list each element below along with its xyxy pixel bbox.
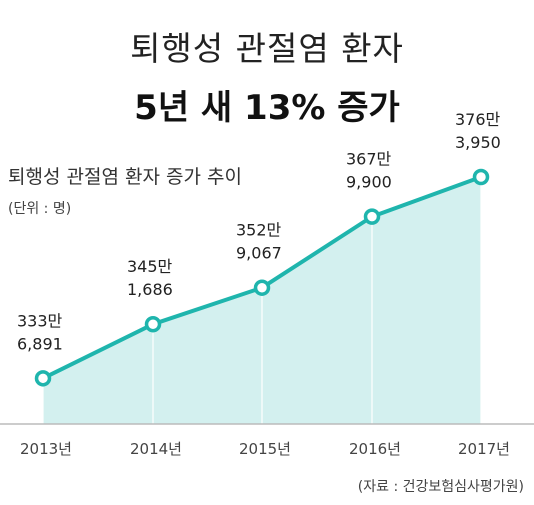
data-label-1-0: 345만: [127, 257, 173, 276]
headline-line-1: 퇴행성 관절염 환자: [130, 29, 404, 68]
data-point-3: [363, 208, 381, 225]
data-label-3-0: 367만: [346, 150, 392, 169]
data-label-2-1: 9,067: [236, 244, 282, 263]
data-label-2-0: 352만: [236, 221, 282, 240]
x-tick-label-4: 2017년: [458, 440, 510, 458]
source-note: (자료 : 건강보험심사평가원): [357, 479, 524, 495]
data-point-1: [144, 315, 162, 333]
x-tick-label-3: 2016년: [349, 440, 401, 458]
data-label-1-1: 1,686: [127, 280, 173, 299]
data-label-0-1: 6,891: [17, 334, 63, 353]
data-point-2: [253, 279, 271, 296]
data-label-0-0: 333만: [17, 311, 63, 330]
data-label-4-1: 3,950: [455, 133, 501, 152]
x-tick-label-2: 2015년: [239, 440, 291, 458]
chart-title: 퇴행성 관절염 환자 증가 추이: [8, 166, 242, 188]
x-tick-label-1: 2014년: [130, 440, 182, 458]
x-tick-label-0: 2013년: [20, 440, 72, 458]
headline-line-2: 5년 새 13% 증가: [134, 88, 400, 128]
data-point-4: [472, 168, 490, 186]
data-label-4-0: 376만: [455, 110, 501, 129]
data-label-3-1: 9,900: [346, 173, 392, 192]
unit-label: (단위 : 명): [8, 201, 72, 217]
data-point-0: [34, 370, 52, 387]
